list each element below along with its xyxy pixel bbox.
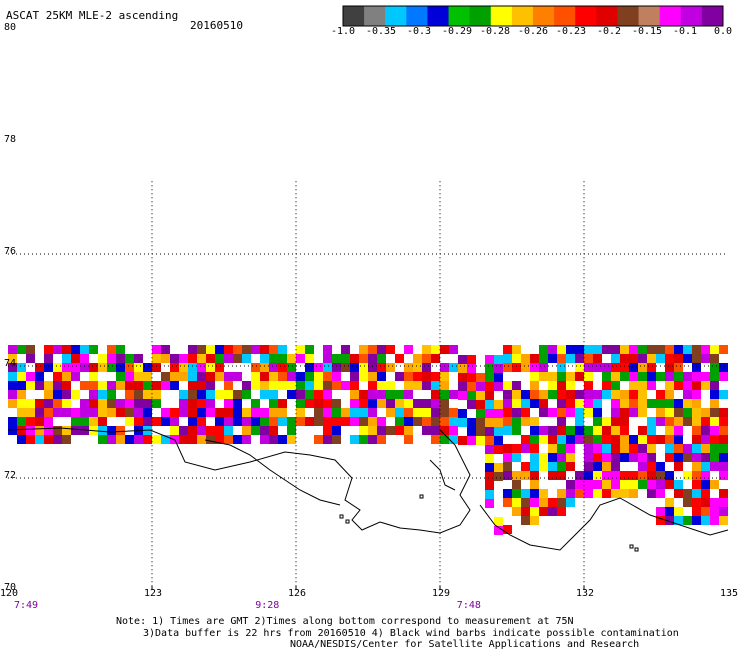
colorbar-legend: [342, 5, 724, 27]
colorbar-swatch: [638, 6, 661, 26]
lon-label: 123: [144, 588, 163, 599]
colorbar-swatch: [659, 6, 682, 26]
lon-label: 135: [720, 588, 739, 599]
map-title: ASCAT 25KM MLE-2 ascending: [6, 9, 179, 22]
lat-label: 80: [4, 22, 17, 33]
note-line-2: 3)Data buffer is 22 hrs from 20160510 4)…: [143, 628, 679, 639]
coastline: [7, 427, 729, 552]
colorbar-label: -0.35: [365, 26, 397, 37]
colorbar-swatch: [701, 6, 724, 26]
colorbar-swatch: [533, 6, 555, 26]
colorbar-label: -0.2: [596, 26, 622, 37]
colorbar-swatch: [617, 6, 640, 26]
colorbar-swatch: [490, 6, 513, 26]
colorbar-label: -0.23: [555, 26, 587, 37]
lat-label: 74: [4, 358, 17, 369]
time-label: 9:28: [255, 600, 280, 611]
colorbar-label: -0.28: [479, 26, 511, 37]
lat-label: 70: [4, 582, 17, 593]
colorbar-label: -0.26: [517, 26, 549, 37]
colorbar-swatch: [427, 6, 450, 26]
colorbar-label: -0.3: [406, 26, 432, 37]
note-line-1: Note: 1) Times are GMT 2)Times along bot…: [116, 616, 574, 627]
lon-label: 132: [576, 588, 595, 599]
colorbar-swatch: [680, 6, 703, 26]
note-line-3: NOAA/NESDIS/Center for Satellite Applica…: [290, 639, 640, 650]
map-date: 20160510: [190, 19, 243, 32]
lat-label: 72: [4, 470, 17, 481]
time-label: 7:49: [14, 600, 39, 611]
lat-label: 76: [4, 246, 17, 257]
swath-pixels: [8, 345, 728, 535]
colorbar-swatch: [511, 6, 534, 26]
colorbar-swatch: [343, 6, 365, 26]
colorbar-label: 0.0: [713, 26, 733, 37]
colorbar-label: -0.1: [672, 26, 698, 37]
time-label: 7:48: [456, 600, 481, 611]
axis-ticks: [151, 586, 585, 590]
colorbar-swatch: [448, 6, 471, 26]
colorbar-swatch: [385, 6, 407, 26]
colorbar-swatch: [554, 6, 576, 26]
lon-label: 126: [288, 588, 307, 599]
lat-label: 78: [4, 134, 17, 145]
lon-label: 129: [432, 588, 451, 599]
colorbar-swatch: [364, 6, 386, 26]
colorbar-label: -0.15: [631, 26, 663, 37]
colorbar-swatch: [469, 6, 492, 26]
colorbar-label: -0.29: [441, 26, 473, 37]
lon-label: 120: [0, 588, 19, 599]
colorbar-swatch: [596, 6, 618, 26]
graticule: [8, 181, 728, 590]
colorbar-label: -1.0: [330, 26, 356, 37]
colorbar-swatch: [406, 6, 428, 26]
colorbar-swatch: [575, 6, 597, 26]
